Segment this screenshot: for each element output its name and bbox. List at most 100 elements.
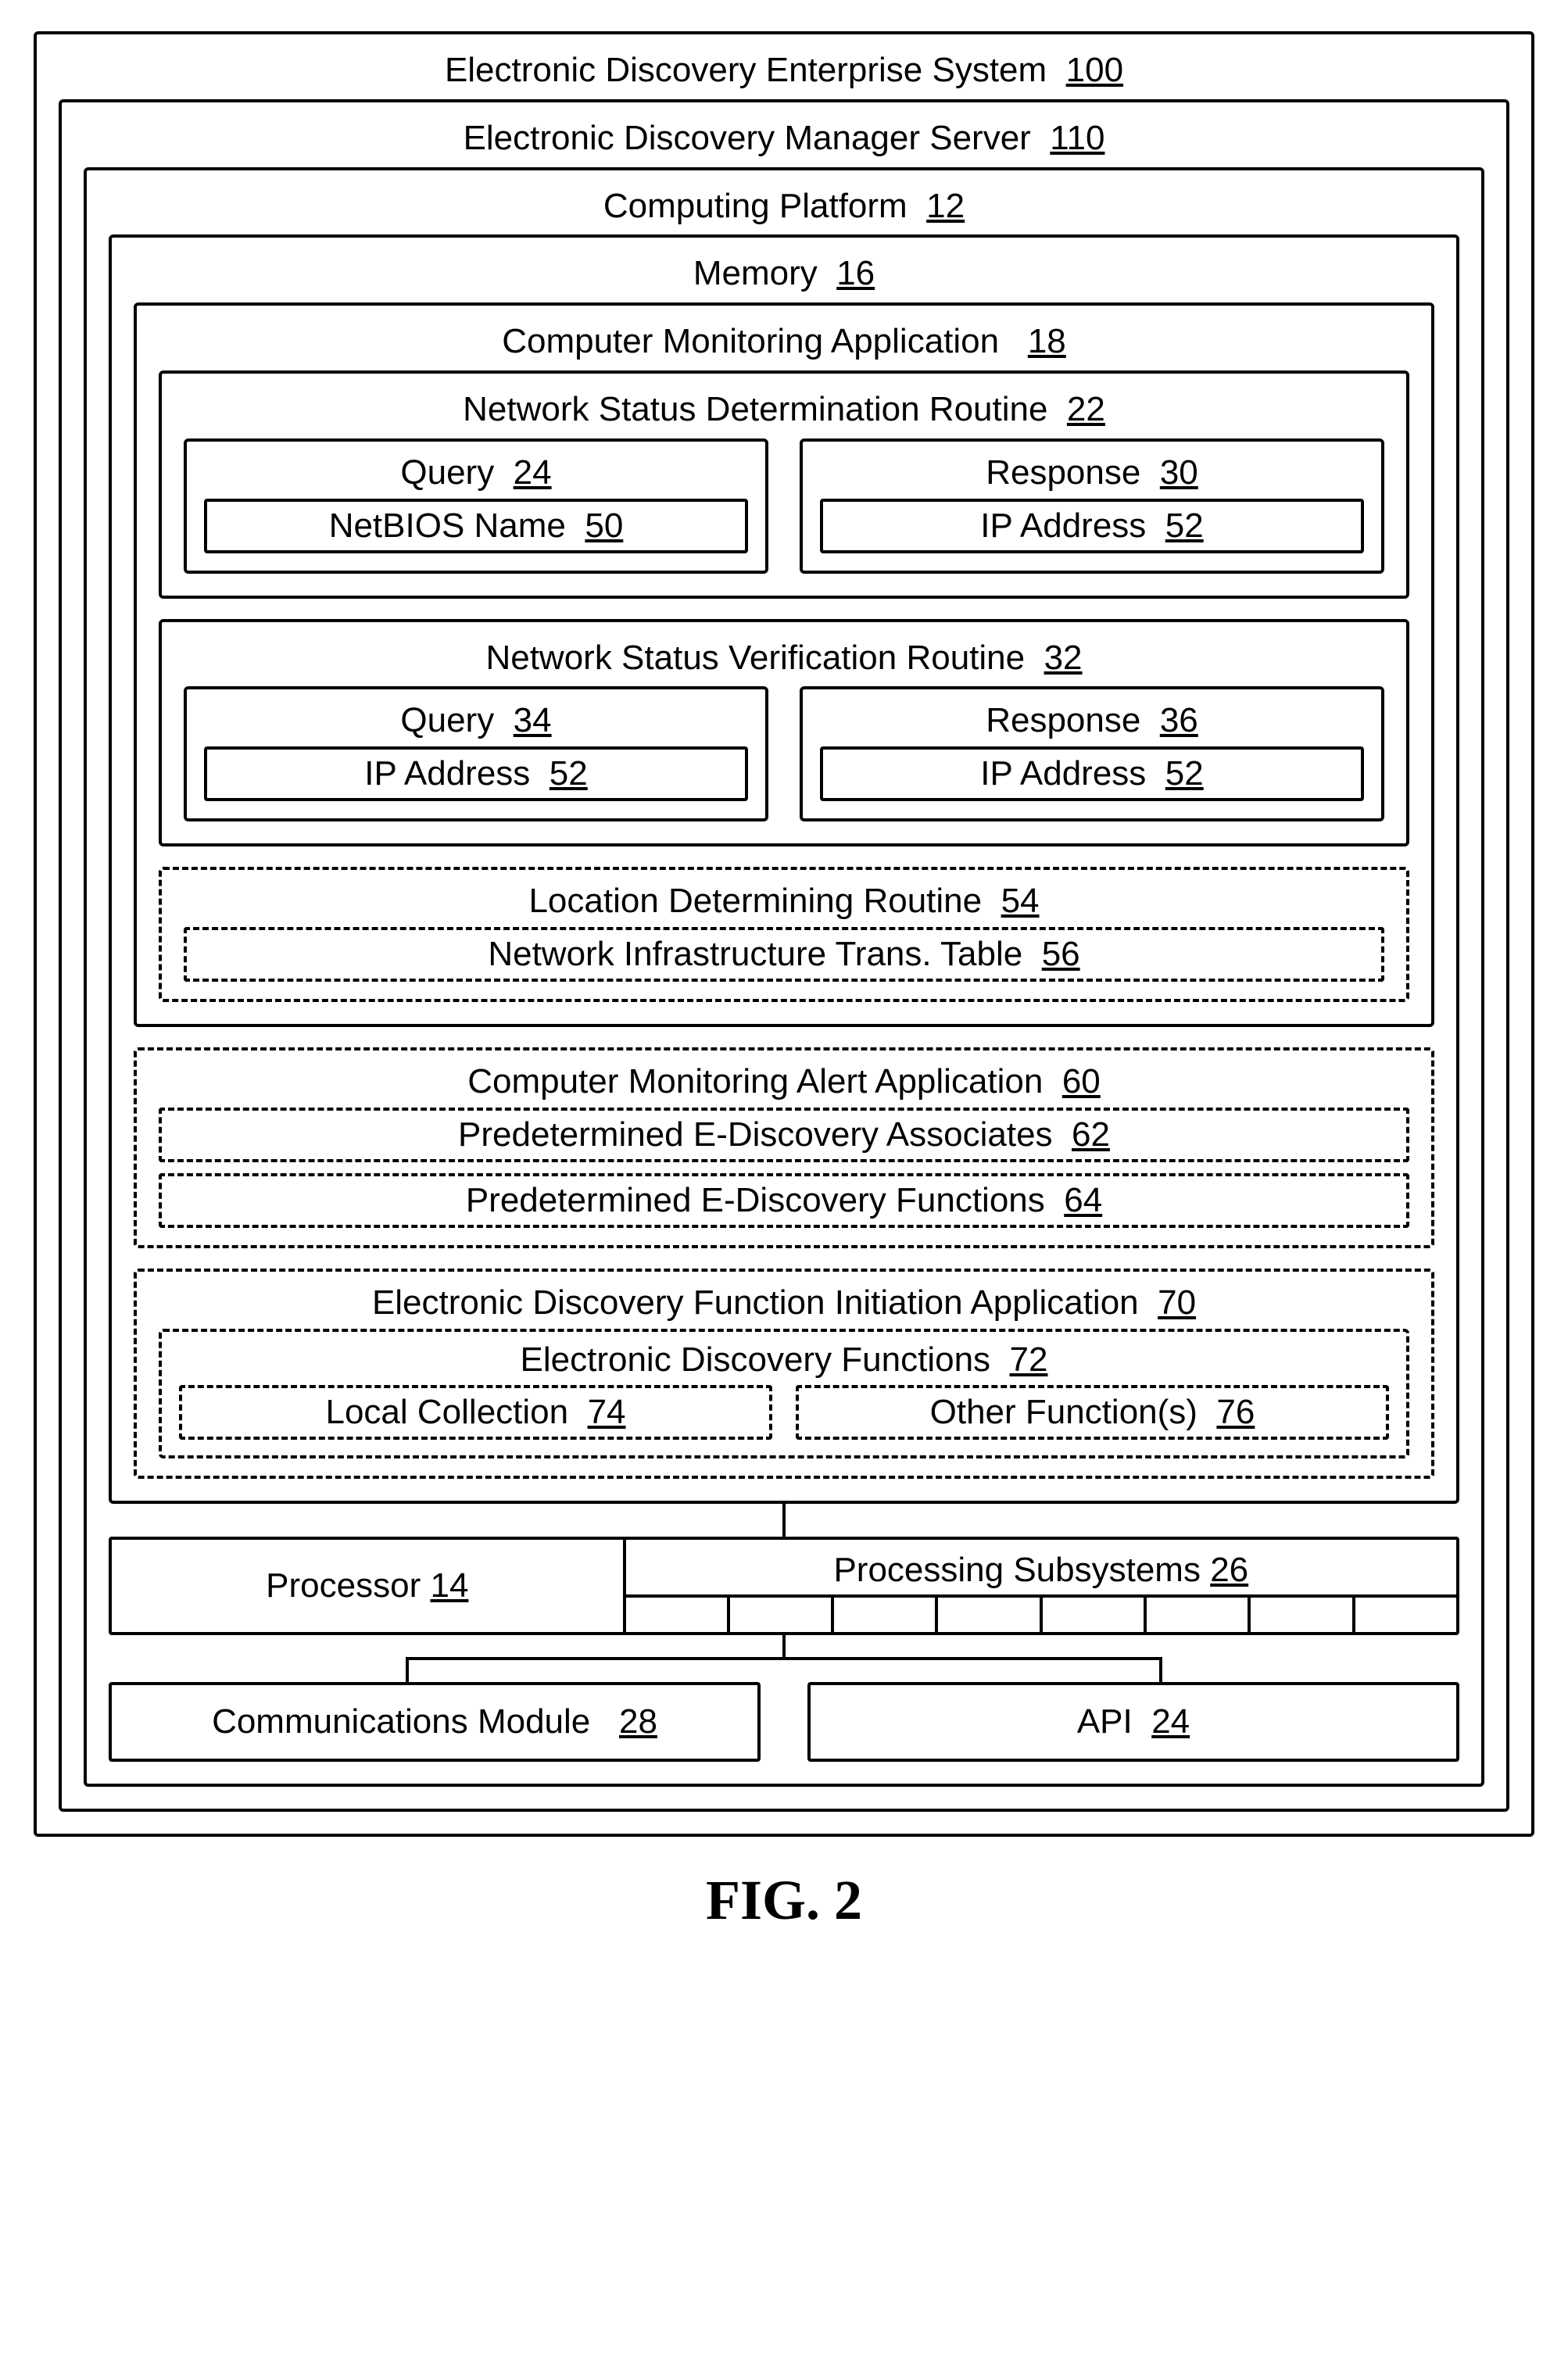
status-det-response-num: 30 [1160,453,1198,492]
alert-row-1-num: 64 [1064,1181,1102,1219]
status-ver-query-inner-num: 52 [550,754,588,793]
bottom-row: Communications Module 28 API 24 [109,1682,1459,1762]
status-det-response-text: Response [986,453,1140,492]
api-box: API 24 [807,1682,1459,1762]
status-ver-query-text: Query [400,701,494,739]
monitor-app-box: Computer Monitoring Application 18 Netwo… [134,302,1434,1027]
comm-text: Communications Module [212,1702,590,1741]
status-det-query-inner: NetBIOS Name 50 [204,499,748,553]
processor-subsystems-box: Processor 14 Processing Subsystems 26 [109,1537,1459,1635]
subsystems-cell [727,1594,831,1632]
subsystems-text: Processing Subsystems [833,1551,1201,1590]
connector-v-right [1159,1657,1162,1682]
server-text: Electronic Discovery Manager Server [464,119,1031,157]
monitor-app-label: Computer Monitoring Application 18 [159,321,1409,370]
status-ver-label: Network Status Verification Routine 32 [184,638,1384,687]
status-det-text: Network Status Determination Routine [463,390,1047,428]
server-num: 110 [1050,119,1104,157]
status-ver-query-inner: IP Address 52 [204,746,748,801]
init-app-label: Electronic Discovery Function Initiation… [159,1283,1409,1329]
subsystems-cell [1144,1594,1248,1632]
status-det-response-label: Response 30 [820,453,1364,499]
status-ver-query-box: Query 34 IP Address 52 [184,686,768,821]
functions-box: Electronic Discovery Functions 72 Local … [159,1329,1409,1459]
status-ver-text: Network Status Verification Routine [485,639,1025,677]
function-item-1-text: Other Function(s) [930,1393,1197,1431]
status-det-query-box: Query 24 NetBIOS Name 50 [184,438,768,574]
connector-mem-proc [782,1504,786,1537]
status-ver-query-inner-text: IP Address [364,754,530,793]
alert-row-0: Predetermined E-Discovery Associates 62 [159,1108,1409,1162]
monitor-app-num: 18 [1028,322,1066,360]
memory-num: 16 [836,254,875,292]
connector-proc-bottom [109,1635,1459,1682]
subsystems-cell [1352,1594,1456,1632]
loc-routine-text: Location Determining Routine [528,882,982,920]
connector-v-down [782,1635,786,1659]
connector-v-left [406,1657,409,1682]
status-ver-query-num: 34 [514,701,552,739]
memory-text: Memory [693,254,818,292]
comm-module-box: Communications Module 28 [109,1682,761,1762]
function-item-1-num: 76 [1216,1393,1255,1431]
status-det-response-box: Response 30 IP Address 52 [800,438,1384,574]
status-det-query-label: Query 24 [204,453,748,499]
function-item-0-text: Local Collection [325,1393,568,1431]
platform-num: 12 [926,187,965,225]
alert-app-label: Computer Monitoring Alert Application 60 [159,1061,1409,1108]
alert-row-0-num: 62 [1072,1115,1110,1154]
status-ver-response-inner-num: 52 [1165,754,1204,793]
server-box: Electronic Discovery Manager Server 110 … [59,99,1509,1813]
loc-routine-label: Location Determining Routine 54 [184,881,1384,927]
alert-row-0-text: Predetermined E-Discovery Associates [458,1115,1053,1154]
system-label: Electronic Discovery Enterprise System 1… [59,50,1509,99]
status-det-query-num: 24 [514,453,552,492]
platform-label: Computing Platform 12 [109,186,1459,235]
platform-text: Computing Platform [603,187,908,225]
status-det-num: 22 [1067,390,1105,428]
status-det-response-inner-num: 52 [1165,506,1204,545]
status-ver-response-box: Response 36 IP Address 52 [800,686,1384,821]
status-ver-response-inner: IP Address 52 [820,746,1364,801]
status-ver-num: 32 [1044,639,1083,677]
subsystems-num: 26 [1210,1551,1248,1590]
status-ver-response-label: Response 36 [820,700,1364,746]
processor-text: Processor [266,1566,421,1605]
system-box: Electronic Discovery Enterprise System 1… [34,31,1534,1837]
loc-routine-num: 54 [1001,882,1040,920]
server-label: Electronic Discovery Manager Server 110 [84,118,1484,167]
status-det-query-inner-text: NetBIOS Name [329,506,566,545]
system-text: Electronic Discovery Enterprise System [445,51,1047,89]
loc-routine-inner-text: Network Infrastructure Trans. Table [488,935,1022,973]
functions-num: 72 [1010,1340,1048,1379]
status-det-response-inner: IP Address 52 [820,499,1364,553]
status-ver-response-num: 36 [1160,701,1198,739]
init-app-num: 70 [1158,1283,1196,1322]
function-item-0: Local Collection 74 [179,1385,772,1440]
loc-routine-inner-num: 56 [1042,935,1080,973]
function-item-1: Other Function(s) 76 [796,1385,1389,1440]
status-det-query-text: Query [400,453,494,492]
processor-label: Processor 14 [112,1540,623,1632]
platform-box: Computing Platform 12 Memory 16 Computer… [84,167,1484,1788]
status-ver-response-text: Response [986,701,1140,739]
subsystems-cell [1040,1594,1144,1632]
function-item-0-num: 74 [588,1393,626,1431]
subsystems-cell [935,1594,1039,1632]
figure-caption: FIG. 2 [706,1868,862,1933]
subsystems-cell [831,1594,935,1632]
alert-row-1-text: Predetermined E-Discovery Functions [466,1181,1045,1219]
status-ver-box: Network Status Verification Routine 32 Q… [159,619,1409,847]
init-app-text: Electronic Discovery Function Initiation… [372,1283,1139,1322]
subsystems-cell [626,1594,727,1632]
api-num: 24 [1151,1702,1190,1741]
monitor-app-text: Computer Monitoring Application [502,322,999,360]
loc-routine-box: Location Determining Routine 54 Network … [159,867,1409,1002]
status-det-response-inner-text: IP Address [980,506,1146,545]
alert-app-text: Computer Monitoring Alert Application [467,1062,1043,1101]
functions-label: Electronic Discovery Functions 72 [179,1340,1389,1386]
subsystems-cells [626,1594,1456,1632]
functions-text: Electronic Discovery Functions [521,1340,991,1379]
status-det-box: Network Status Determination Routine 22 … [159,370,1409,599]
api-text: API [1077,1702,1133,1741]
